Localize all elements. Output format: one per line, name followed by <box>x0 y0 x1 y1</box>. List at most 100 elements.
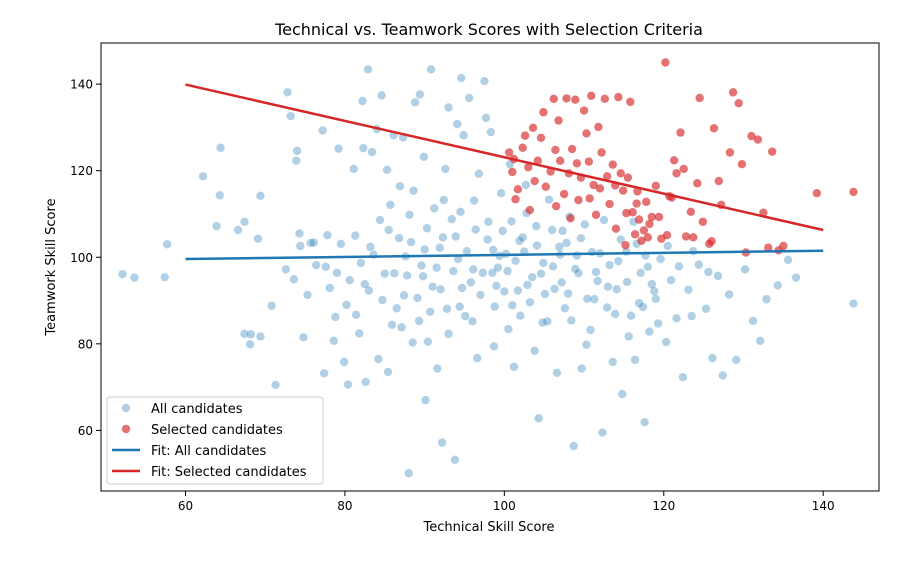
all-candidate-point <box>791 273 801 282</box>
all-candidate-point <box>626 311 636 320</box>
all-candidate-point <box>528 272 537 282</box>
all-candidate-point <box>364 286 374 295</box>
all-candidate-point <box>656 254 665 264</box>
all-candidate-point <box>580 220 590 229</box>
selected-candidate-point <box>714 176 723 186</box>
all-candidate-point <box>374 354 383 364</box>
all-candidate-point <box>303 290 312 300</box>
all-candidate-point <box>704 267 713 277</box>
all-candidate-point <box>394 234 404 243</box>
all-candidate-point <box>331 312 340 322</box>
all-candidate-point <box>457 73 466 83</box>
all-candidate-point <box>334 144 343 153</box>
x-tick-label: 100 <box>493 499 516 513</box>
all-candidate-point <box>558 226 567 236</box>
all-candidate-point <box>309 238 319 247</box>
all-candidate-point <box>361 377 370 387</box>
all-candidate-point <box>713 271 723 281</box>
selected-candidate-point <box>562 94 571 103</box>
selected-candidate-point <box>634 215 644 224</box>
all-candidate-point <box>684 285 693 294</box>
all-candidate-point <box>576 234 586 243</box>
selected-candidate-point <box>605 199 614 209</box>
all-candidate-point <box>616 235 625 244</box>
all-candidate-point <box>508 301 517 310</box>
selected-candidate-point <box>572 159 582 168</box>
all-candidate-point <box>643 262 653 271</box>
all-candidate-point <box>636 268 645 278</box>
all-candidate-point <box>444 103 453 112</box>
all-candidate-point <box>332 268 342 278</box>
all-candidate-point <box>439 195 448 205</box>
all-candidate-point <box>246 330 256 339</box>
all-candidate-point <box>661 337 671 347</box>
all-candidate-point <box>367 147 377 157</box>
all-candidate-point <box>318 126 327 135</box>
all-candidate-point <box>612 285 621 294</box>
selected-candidate-point <box>520 131 530 140</box>
selected-candidate-point <box>611 224 621 233</box>
selected-candidate-point <box>551 201 561 211</box>
legend-marker <box>121 403 131 413</box>
all-candidate-point <box>582 340 591 349</box>
selected-candidate-point <box>621 240 630 250</box>
all-candidate-point <box>509 362 519 371</box>
all-candidate-point <box>342 300 351 310</box>
selected-candidate-point <box>597 148 606 157</box>
selected-candidate-point <box>693 179 702 188</box>
all-candidate-point <box>610 309 620 319</box>
selected-candidate-point <box>623 173 633 182</box>
all-candidate-point <box>630 355 640 365</box>
all-candidate-point <box>523 280 532 290</box>
legend: All candidates Selected candidates Fit: Al… <box>106 396 324 485</box>
selected-candidate-point <box>632 199 641 208</box>
selected-candidate-point <box>681 232 691 241</box>
all-candidate-point <box>618 389 627 399</box>
all-candidate-point <box>756 336 765 346</box>
all-candidate-point <box>532 241 542 250</box>
selected-candidate-point <box>551 145 560 155</box>
all-candidate-point <box>359 143 368 153</box>
all-candidate-point <box>409 186 418 195</box>
all-candidate-point <box>481 113 491 123</box>
y-axis-ticks: 60 80 100 120 140 <box>70 78 101 438</box>
all-candidate-point <box>530 346 539 355</box>
selected-candidate-point <box>737 159 747 169</box>
all-candidate-point <box>569 441 578 451</box>
all-candidate-point <box>289 275 299 284</box>
selected-candidate-point <box>524 163 533 172</box>
all-candidate-point <box>245 340 255 349</box>
all-candidate-point <box>417 261 426 270</box>
y-axis-label: Teamwork Skill Score <box>44 198 59 336</box>
all-candidate-point <box>651 294 661 304</box>
all-candidate-point <box>732 355 741 365</box>
all-candidate-point <box>433 364 442 373</box>
all-candidate-point <box>486 127 495 137</box>
all-candidate-point <box>462 247 472 256</box>
all-candidate-point <box>473 353 482 363</box>
all-candidate-point <box>437 438 447 447</box>
all-candidate-point <box>404 469 413 478</box>
all-candidate-point <box>421 395 430 405</box>
all-candidate-point <box>489 342 499 351</box>
all-candidate-point <box>515 236 524 246</box>
all-candidate-point <box>382 165 392 175</box>
all-candidate-point <box>405 210 414 220</box>
all-candidate-point <box>447 214 456 224</box>
all-candidate-point <box>498 226 507 236</box>
all-candidate-point <box>574 269 583 278</box>
y-tick-label: 100 <box>70 251 93 265</box>
all-candidate-point <box>215 191 224 200</box>
all-candidate-point <box>548 262 558 271</box>
all-candidate-point <box>783 255 793 265</box>
fit-line-selected <box>185 83 824 232</box>
all-candidate-point <box>383 367 393 377</box>
x-tick-label: 60 <box>178 499 193 513</box>
all-candidate-point <box>267 301 276 310</box>
all-candidate-point <box>534 414 543 423</box>
all-candidate-point <box>312 260 321 270</box>
all-candidate-point <box>351 310 361 320</box>
all-candidate-point <box>478 268 488 278</box>
selected-candidate-point <box>628 208 637 217</box>
all-candidate-point <box>748 316 758 326</box>
